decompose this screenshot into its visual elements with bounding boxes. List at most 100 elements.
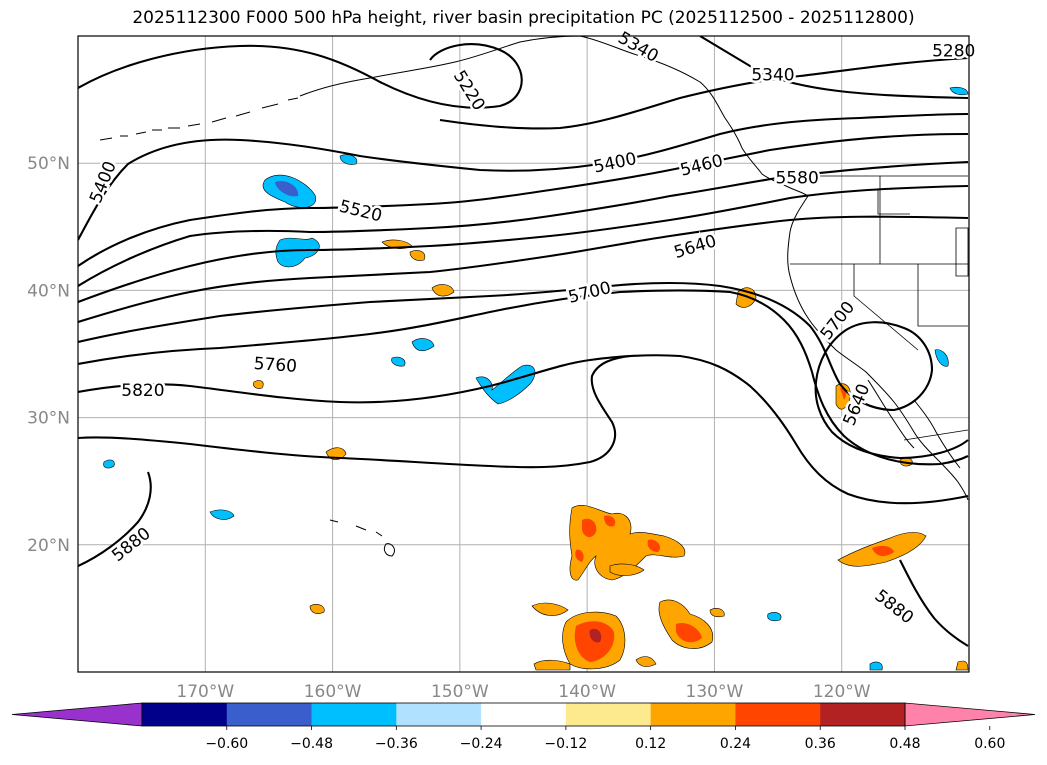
map-title: 2025112300 F000 500 hPa height, river ba…: [132, 8, 915, 28]
contour-line: [78, 354, 631, 469]
precip-negative-area: [767, 612, 782, 622]
lat-tick-label: 30°N: [27, 409, 70, 429]
lat-tick-label: 40°N: [27, 281, 70, 301]
colorbar-tick-label: 0.48: [889, 736, 920, 752]
precip-positive-area: [609, 563, 645, 576]
contour-line: [78, 215, 969, 324]
precip-positive-area: [253, 380, 264, 389]
contour-label: 5580: [776, 168, 819, 188]
precip-positive-area: [431, 284, 455, 297]
colorbar-segment: [396, 703, 482, 726]
lon-tick-label: 140°W: [558, 682, 616, 702]
lon-tick-label: 160°W: [304, 682, 362, 702]
lon-tick-label: 120°W: [813, 682, 871, 702]
contour-line: [78, 354, 969, 505]
precip-negative-area: [475, 364, 536, 405]
contour-line: [899, 559, 969, 647]
colorbar: −0.60 −0.48 −0.36 −0.24 −0.12 0.12 0.24 0.36 0.4…: [11, 702, 1036, 752]
colorbar-segment: [565, 703, 652, 726]
colorbar-segment: [735, 703, 821, 726]
colorbar-tick-label: 0.24: [720, 736, 751, 752]
contour-line: [78, 43, 523, 109]
precip-negative-area: [275, 237, 320, 268]
contour-label-halo: 5580: [776, 168, 819, 188]
map-frame: [77, 35, 970, 673]
contour-label: 5340: [751, 65, 794, 85]
precip-positive-area: [635, 656, 657, 667]
contour-line: [78, 471, 152, 567]
contour-line: [78, 112, 969, 241]
precip-positive-area: [955, 660, 969, 671]
precip-negative-area: [949, 86, 969, 96]
precip-negative-area: [391, 356, 406, 367]
contour-label-halo: 5340: [751, 65, 794, 85]
precip-positive-area: [569, 504, 686, 581]
political-borders: [790, 175, 969, 441]
precip-negative-area: [103, 459, 115, 469]
precipitation-shading: [103, 86, 969, 671]
west-coast: [787, 195, 969, 501]
precip-positive-area: [533, 659, 571, 671]
precip-positive-area: [409, 250, 426, 261]
precip-negative-area: [339, 154, 358, 165]
latitude-tick-labels: 20°N 30°N 40°N 50°N: [27, 154, 70, 556]
colorbar-tick-label: −0.36: [375, 736, 418, 752]
coastlines: [99, 36, 969, 557]
contour-label-halo: 5280: [932, 41, 975, 61]
contour-label: 5340: [614, 28, 661, 67]
precip-positive-max: [589, 628, 602, 643]
precip-negative-area: [869, 661, 883, 671]
colorbar-segment: [650, 703, 736, 726]
contour-label: 5400: [86, 158, 121, 206]
contour-label: 5880: [871, 586, 917, 628]
contour-line: [439, 56, 969, 130]
contour-label: 5520: [337, 197, 384, 227]
precip-positive-area: [309, 604, 325, 614]
contour-line: [78, 281, 969, 460]
contour-label: 5760: [253, 354, 298, 377]
lon-tick-label: 130°W: [686, 682, 744, 702]
precip-positive-core: [676, 622, 702, 643]
colorbar-tick-label: 0.36: [805, 736, 836, 752]
hawaii-islands: [329, 519, 395, 557]
mexico-coast: [913, 399, 961, 469]
contour-label: 5280: [932, 41, 975, 61]
longitude-tick-labels: 170°W 160°W 150°W 140°W 130°W 120°W: [176, 682, 870, 702]
contour-label: 5820: [121, 381, 164, 401]
precip-negative-area: [411, 338, 435, 352]
colorbar-tick-label: −0.60: [205, 736, 248, 752]
contour-label: 5400: [592, 149, 638, 178]
baja-california: [867, 379, 915, 449]
lat-tick-label: 20°N: [27, 536, 70, 556]
colorbar-tick-label: 0.60: [974, 736, 1005, 752]
colorbar-segment: [820, 703, 906, 726]
colorbar-tick-label: −0.24: [460, 736, 503, 752]
contour-line: [699, 36, 969, 100]
contour-line: [78, 160, 969, 287]
us-mexico-border: [903, 429, 969, 441]
precip-negative-area: [934, 349, 949, 367]
gridlines: [78, 36, 969, 672]
contour-line: [78, 184, 969, 303]
colorbar-frame: [141, 702, 906, 727]
precip-positive-core: [575, 515, 661, 562]
precip-negative-core: [275, 181, 299, 197]
contour-label: 5460: [678, 151, 725, 181]
colorbar-segment: [142, 703, 228, 726]
aleutian-islands: [99, 97, 299, 141]
contour-label: 5700: [817, 298, 859, 344]
contour-line: [78, 289, 969, 466]
colorbar-tick-label: 0.12: [635, 736, 666, 752]
alaska-coastline: [299, 36, 809, 197]
colorbar-tick-label: −0.12: [544, 736, 587, 752]
colorbar-tick-label: −0.48: [290, 736, 333, 752]
colorbar-segment: [226, 703, 313, 726]
contour-label-halo: 5820: [121, 381, 164, 401]
contour-label: 5700: [566, 278, 613, 308]
colorbar-segment: [311, 703, 397, 726]
lon-tick-label: 170°W: [176, 682, 234, 702]
precip-positive-core: [872, 545, 894, 557]
precip-positive-area: [709, 608, 725, 618]
precip-positive-area: [531, 602, 569, 616]
